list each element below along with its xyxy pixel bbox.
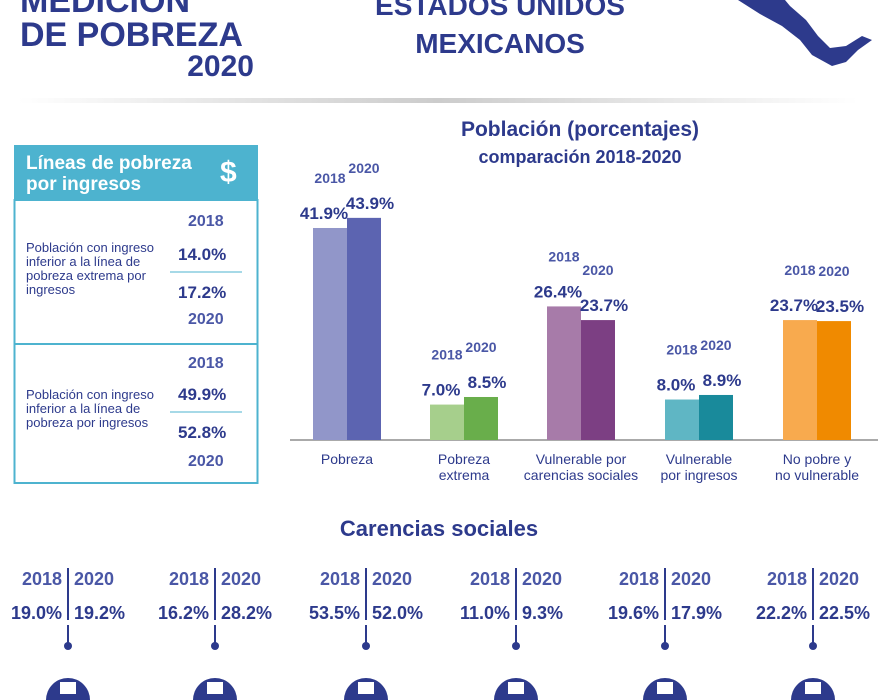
- series-label: 2018: [784, 262, 815, 278]
- stem-dot: [211, 642, 219, 650]
- value-label: 41.9%: [300, 204, 348, 223]
- year: 2020: [522, 569, 562, 589]
- value-label: 8.0%: [657, 376, 696, 395]
- row-value: 14.0%: [178, 245, 227, 264]
- series-label: 2018: [666, 342, 697, 358]
- year: 2018: [188, 355, 224, 372]
- series-label: 2020: [700, 337, 731, 353]
- series-label: 2020: [818, 263, 849, 279]
- icon-detail: [805, 682, 821, 694]
- stem-dot: [512, 642, 520, 650]
- year: 2020: [819, 569, 859, 589]
- value-label: 8.5%: [468, 373, 507, 392]
- row-label: Población con ingreso inferior a la líne…: [26, 240, 154, 297]
- header-title: DE POBREZA: [20, 16, 243, 54]
- icon-detail: [207, 682, 223, 694]
- value: 22.5%: [819, 603, 870, 623]
- header-year: 2020: [187, 50, 254, 83]
- value: 52.0%: [372, 603, 423, 623]
- category-label: Vulnerable por ingresos: [660, 451, 738, 483]
- stem-dot: [661, 642, 669, 650]
- icon-detail: [358, 682, 374, 694]
- bar: [783, 320, 817, 440]
- year: 2020: [671, 569, 711, 589]
- year: 2020: [188, 453, 224, 470]
- header-title: MEDICIÓN: [20, 0, 190, 20]
- year: 2020: [74, 569, 114, 589]
- bar: [547, 306, 581, 440]
- box-title-line: Líneas de pobreza: [26, 153, 192, 174]
- year: 2020: [372, 569, 412, 589]
- row-value: 17.2%: [178, 283, 227, 302]
- value-label: 23.7%: [580, 296, 628, 315]
- box: [13, 199, 259, 484]
- year: 2018: [188, 213, 224, 230]
- bar: [699, 394, 733, 440]
- row-value: 52.8%: [178, 423, 227, 442]
- category-label: Pobreza: [320, 451, 374, 467]
- year: 2018: [320, 569, 360, 589]
- series-label: 2020: [465, 339, 496, 355]
- value-label: 7.0%: [422, 381, 461, 400]
- box-header: [14, 145, 258, 200]
- value: 19.2%: [74, 603, 125, 623]
- value: 19.6%: [608, 603, 659, 623]
- year: 2018: [169, 569, 209, 589]
- box-title: Líneas de pobreza por ingresos: [26, 153, 192, 195]
- year: 2018: [22, 569, 62, 589]
- series-label: 2020: [582, 262, 613, 278]
- icon-detail: [508, 682, 524, 694]
- series-label: 2018: [431, 347, 462, 363]
- value: 9.3%: [522, 603, 563, 623]
- stem-dot: [809, 642, 817, 650]
- category-label: Pobreza extrema: [437, 451, 491, 483]
- year: 2020: [188, 311, 224, 328]
- row-label: Población con ingreso inferior a la líne…: [26, 387, 154, 430]
- bar: [347, 217, 381, 440]
- value-label: 23.7%: [770, 296, 818, 315]
- value: 53.5%: [309, 603, 360, 623]
- chart-title: Población (porcentajes): [460, 118, 700, 141]
- series-label: 2020: [348, 160, 379, 176]
- value: 16.2%: [158, 603, 209, 623]
- series-label: 2018: [314, 170, 345, 186]
- stem-dot: [64, 642, 72, 650]
- year: 2020: [221, 569, 261, 589]
- value: 11.0%: [460, 603, 510, 623]
- box-title-line: por ingresos: [26, 174, 142, 195]
- bar: [464, 396, 498, 440]
- bar: [665, 399, 699, 440]
- series-label: 2018: [548, 248, 579, 264]
- chart-subtitle: comparación 2018-2020: [478, 147, 682, 167]
- value-label: 23.5%: [816, 297, 864, 316]
- icon-detail: [657, 682, 673, 694]
- bar: [313, 227, 347, 440]
- row-value: 49.9%: [178, 385, 227, 404]
- bar: [430, 404, 464, 440]
- year: 2018: [470, 569, 510, 589]
- year: 2018: [619, 569, 659, 589]
- value: 22.2%: [756, 603, 807, 623]
- value: 17.9%: [671, 603, 722, 623]
- bar: [817, 321, 851, 440]
- country: ESTADOS UNIDOS: [375, 0, 625, 21]
- dollar-symbol: $: [220, 156, 237, 189]
- country: MEXICANOS: [415, 28, 585, 59]
- section-title: Carencias sociales: [339, 516, 539, 541]
- stem-dot: [362, 642, 370, 650]
- divider: [18, 98, 858, 103]
- map: [738, 0, 872, 66]
- value: 28.2%: [221, 603, 272, 623]
- icon-detail: [60, 682, 76, 694]
- category-label: Vulnerable por carencias sociales: [523, 451, 639, 483]
- value: 19.0%: [11, 603, 62, 623]
- value-label: 43.9%: [346, 194, 394, 213]
- category-label: No pobre y no vulnerable: [774, 451, 860, 483]
- value-label: 8.9%: [703, 371, 742, 390]
- value-label: 26.4%: [534, 282, 582, 301]
- bar: [581, 320, 615, 440]
- year: 2018: [767, 569, 807, 589]
